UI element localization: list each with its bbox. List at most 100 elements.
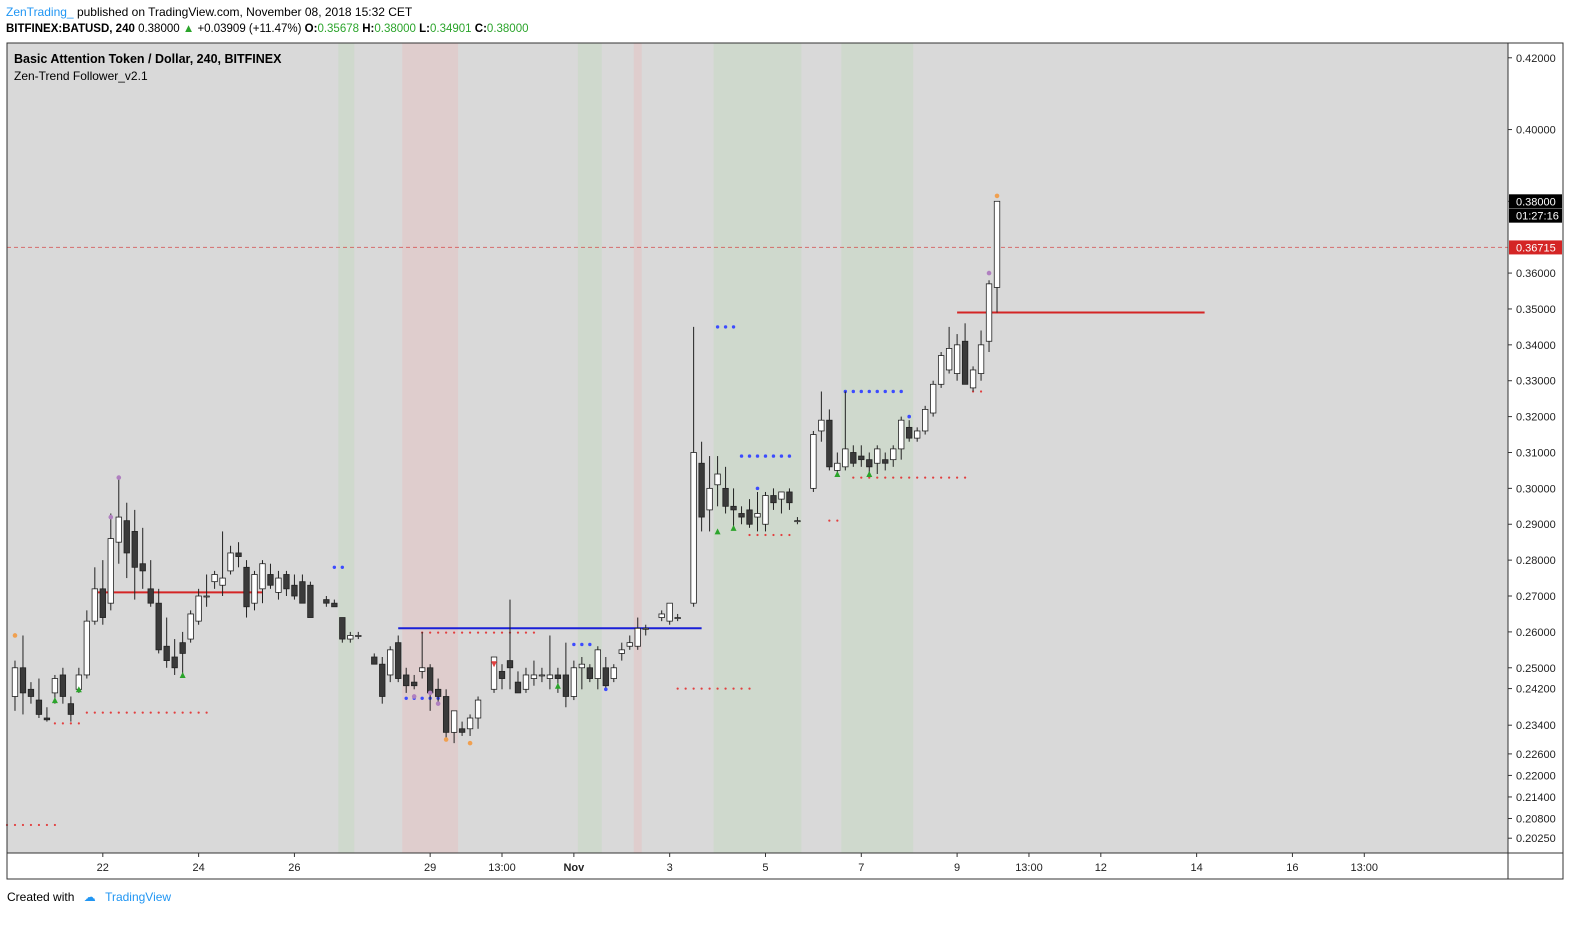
bull-candle [618,649,625,654]
signal-marker-dot [755,486,760,491]
bull-candle [115,516,122,543]
red-trail-dot [876,476,879,479]
bull-candle [634,627,641,647]
bear-candle [19,667,27,694]
bull-candle [778,491,785,500]
red-trail-dot [836,519,839,522]
red-trail-dot [69,722,72,725]
green-zone [338,43,355,853]
bull-candle [419,667,426,672]
bull-candle [794,520,801,523]
red-trail-dot [852,476,855,479]
high-value: 0.38000 [374,23,416,35]
buy-signal-icon [834,471,841,478]
bear-candle [35,699,43,715]
price-tick-label: 0.26000 [1516,627,1556,639]
red-trail-dot [924,476,927,479]
tradingview-cloud-icon: ☁ [83,890,96,904]
time-tick-label: 16 [1286,862,1298,874]
blue-trail-dot [843,389,848,394]
red-trail-dot [453,631,456,634]
red-trail-dot [37,823,41,827]
bull-candle [818,419,825,432]
bear-candle [395,642,402,679]
bear-candle [155,602,162,651]
bull-candle [842,448,849,468]
price-tick-label: 0.22600 [1516,749,1556,761]
red-trail-dot [125,711,128,714]
bull-candle [754,513,761,518]
bear-candle [27,688,35,697]
bear-candle [235,552,242,557]
blue-trail-dot [851,389,856,394]
bear-candle [403,674,410,687]
blue-trail-dot [731,325,736,329]
blue-trail-dot [739,454,744,458]
bull-candle [658,613,665,618]
red-trail-dot [708,687,711,690]
red-trail-dot [117,711,120,714]
bull-candle [466,717,474,730]
buy-signal-icon [730,524,737,531]
red-trail-dot [524,631,528,634]
buy-signal-icon [179,671,186,678]
signal-marker-dot [986,270,992,276]
time-tick-label: 14 [1190,862,1202,874]
bear-candle [458,728,466,733]
bear-candle [147,588,154,604]
price-tag-red [1509,240,1562,255]
red-trail-dot [181,711,184,714]
red-trail-dot [948,476,951,479]
bull-candle [953,344,961,374]
red-trail-dot [692,687,695,690]
red-zone [633,43,642,853]
red-trail-dot [884,476,887,479]
bear-candle [283,574,290,590]
red-trail-dot [149,711,152,714]
bear-candle [99,588,106,618]
bear-candle [562,674,570,697]
time-tick-label: 13:00 [1351,862,1379,874]
red-trail-dot [492,631,496,634]
blue-trail-dot [747,454,752,458]
bull-candle [538,674,546,677]
bull-candle [570,667,578,697]
bear-candle [67,703,75,715]
bull-candle [211,574,218,583]
red-trail-dot [940,476,943,479]
bull-candle [203,595,210,598]
bear-candle [442,696,450,733]
red-trail-dot [93,711,96,714]
signal-marker-dot [604,687,608,692]
blue-trail-dot [340,565,345,570]
bear-candle [826,419,833,468]
low-label: L: [419,23,430,35]
bear-candle [427,667,434,694]
blue-trail-dot [580,642,584,647]
red-trail-dot [916,476,919,479]
blue-trail-dot [715,325,720,329]
red-trail-dot [165,711,168,714]
bull-candle [578,663,586,669]
tradingview-link[interactable]: TradingView [105,890,172,904]
red-trail-dot [979,390,983,393]
author-link[interactable]: ZenTrading_ [6,5,74,19]
bear-candle [602,667,609,687]
bear-candle [371,656,378,665]
bull-candle [355,635,362,637]
red-trail-dot [860,476,863,479]
price-tick-label: 0.33000 [1516,376,1556,388]
red-trail-dot [756,533,759,537]
red-zone [402,43,459,853]
red-trail-dot [101,711,104,714]
blue-trail-dot [332,565,337,570]
time-tick-label: 24 [192,862,204,874]
bull-candle [890,448,897,461]
bear-candle [770,495,777,504]
symbol-label: BITFINEX:BATUSD, 240 [6,23,135,35]
price-tick-label: 0.35000 [1516,304,1556,316]
red-trail-dot [908,476,911,479]
time-tick-label: 5 [762,862,768,874]
price-tick-label: 0.42000 [1516,53,1556,65]
